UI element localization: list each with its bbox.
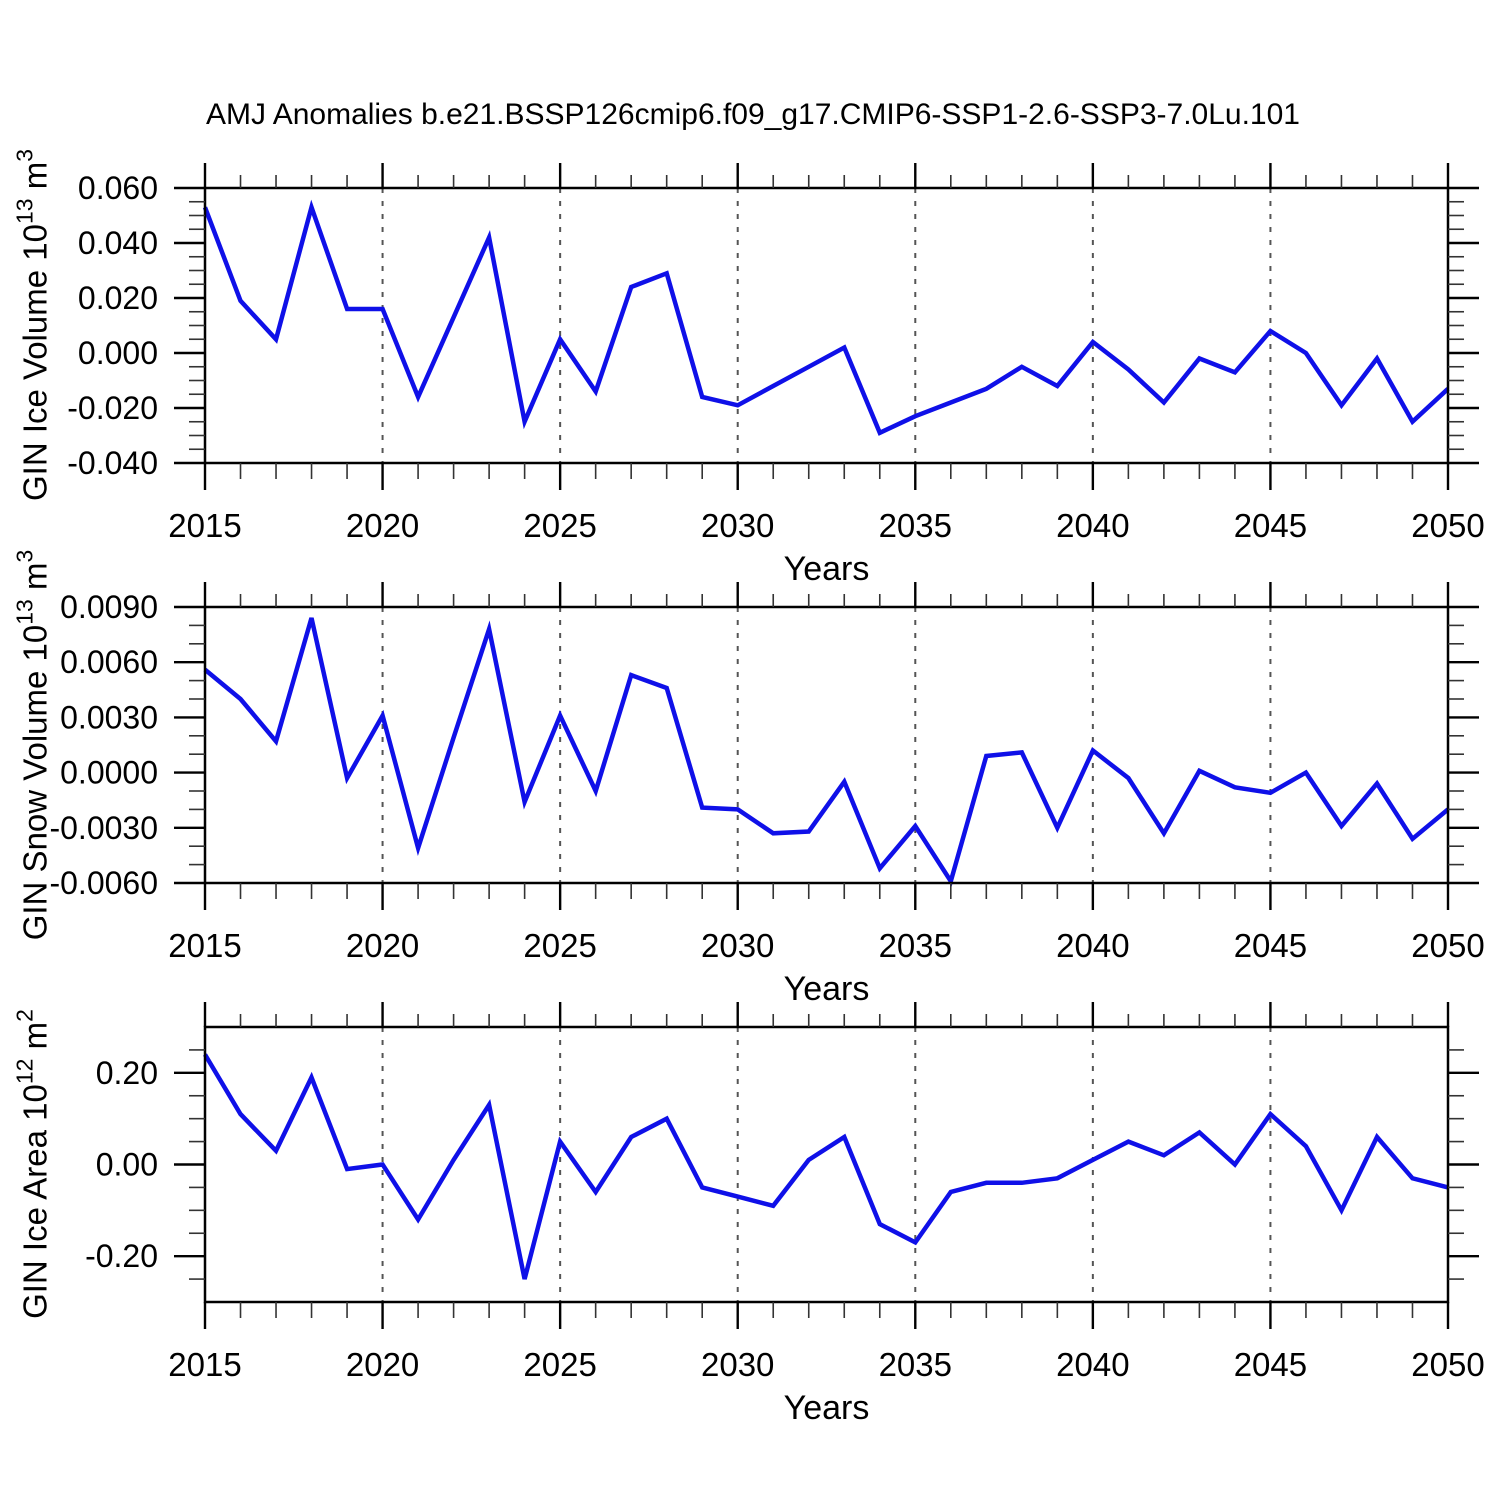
panel1-y-tick-label: 0.020 [78, 280, 158, 316]
chart-title: AMJ Anomalies b.e21.BSSP126cmip6.f09_g17… [206, 98, 1300, 131]
panel2-x-tick-label: 2025 [523, 927, 596, 964]
panel3-x-tick-label: 2040 [1056, 1346, 1129, 1383]
exponent: 13 [11, 198, 38, 225]
panel3-y-tick-label: 0.20 [96, 1055, 158, 1091]
panel1-y-tick-label: 0.060 [78, 170, 158, 206]
panel1-y-tick-label: -0.020 [67, 390, 158, 426]
unit-exponent: 2 [11, 1009, 38, 1022]
unit-exponent: 3 [11, 549, 38, 563]
panel3-x-tick-label: 2045 [1234, 1346, 1307, 1383]
panel2-x-tick-label: 2050 [1411, 927, 1484, 964]
y-axis-title-text: GIN Snow Volume 10 [16, 624, 54, 941]
panel1-x-tick-label: 2015 [168, 507, 241, 544]
panel3-x-tick-label: 2015 [168, 1346, 241, 1383]
panel2-x-tick-label: 2030 [701, 927, 774, 964]
panel1-x-tick-label: 2035 [879, 507, 952, 544]
panel1-x-tick-label: 2030 [701, 507, 774, 544]
panel2-data-line [203, 617, 1450, 887]
unit: m [16, 562, 54, 600]
x-axis-title-panel3: Years [783, 1389, 870, 1427]
panel2-x-tick-label: 2015 [168, 927, 241, 964]
panel2-y-tick-label: 0.0000 [60, 755, 158, 791]
panel3-x-tick-label: 2020 [346, 1346, 419, 1383]
panel3-x-tick-label: 2035 [879, 1346, 952, 1383]
panel1-data-line [202, 199, 1450, 436]
panel2-y-tick-label: 0.0090 [60, 589, 158, 625]
panel2-plot-border [203, 605, 1450, 885]
y-axis-title-text: GIN Ice Area 10 [16, 1084, 54, 1319]
panel3-x-tick-label: 2030 [701, 1346, 774, 1383]
panel1-x-tick-label: 2025 [523, 507, 596, 544]
y-axis-title-ice-volume: GIN Ice Volume 1013 m3 [12, 149, 55, 501]
y-axis-title-text: GIN Ice Volume 10 [16, 224, 54, 502]
panel2-y-tick-label: -0.0030 [49, 810, 158, 846]
panel1-x-tick-label: 2040 [1056, 507, 1129, 544]
panel1-x-tick-label: 2045 [1234, 507, 1307, 544]
panel1-x-tick-label: 2020 [346, 507, 419, 544]
panel2-y-tick-label: -0.0060 [49, 865, 158, 901]
panel1-y-tick-label: 0.000 [78, 335, 158, 371]
exponent: 12 [11, 1058, 38, 1085]
x-axis-title-panel1: Years [783, 550, 870, 588]
exponent: 13 [11, 599, 38, 625]
panel1-y-tick-label: -0.040 [67, 445, 158, 481]
panel1-x-tick-label: 2050 [1411, 507, 1484, 544]
panel3-data-line [203, 1053, 1449, 1280]
panel3-x-tick-label: 2025 [523, 1346, 596, 1383]
panel1-y-tick-label: 0.040 [78, 225, 158, 261]
panel3-y-tick-label: 0.00 [96, 1147, 158, 1183]
unit-exponent: 3 [11, 148, 38, 162]
panel2-x-tick-label: 2020 [346, 927, 419, 964]
panel2-y-tick-label: 0.0060 [60, 644, 158, 680]
panel3-x-tick-label: 2050 [1411, 1346, 1484, 1383]
unit: m [16, 1021, 54, 1059]
panel2-y-tick-label: 0.0030 [60, 699, 158, 735]
y-axis-title-ice-area: GIN Ice Area 1012 m2 [12, 1009, 55, 1319]
panel2-x-tick-label: 2040 [1056, 927, 1129, 964]
panel2-x-tick-label: 2035 [879, 927, 952, 964]
y-axis-title-snow-volume: GIN Snow Volume 1013 m3 [12, 550, 55, 941]
panel2-x-tick-label: 2045 [1234, 927, 1307, 964]
panel3-plot-border [203, 1025, 1450, 1304]
panel3-y-tick-label: -0.20 [85, 1238, 158, 1274]
unit: m [16, 161, 54, 199]
x-axis-title-panel2: Years [783, 970, 870, 1008]
